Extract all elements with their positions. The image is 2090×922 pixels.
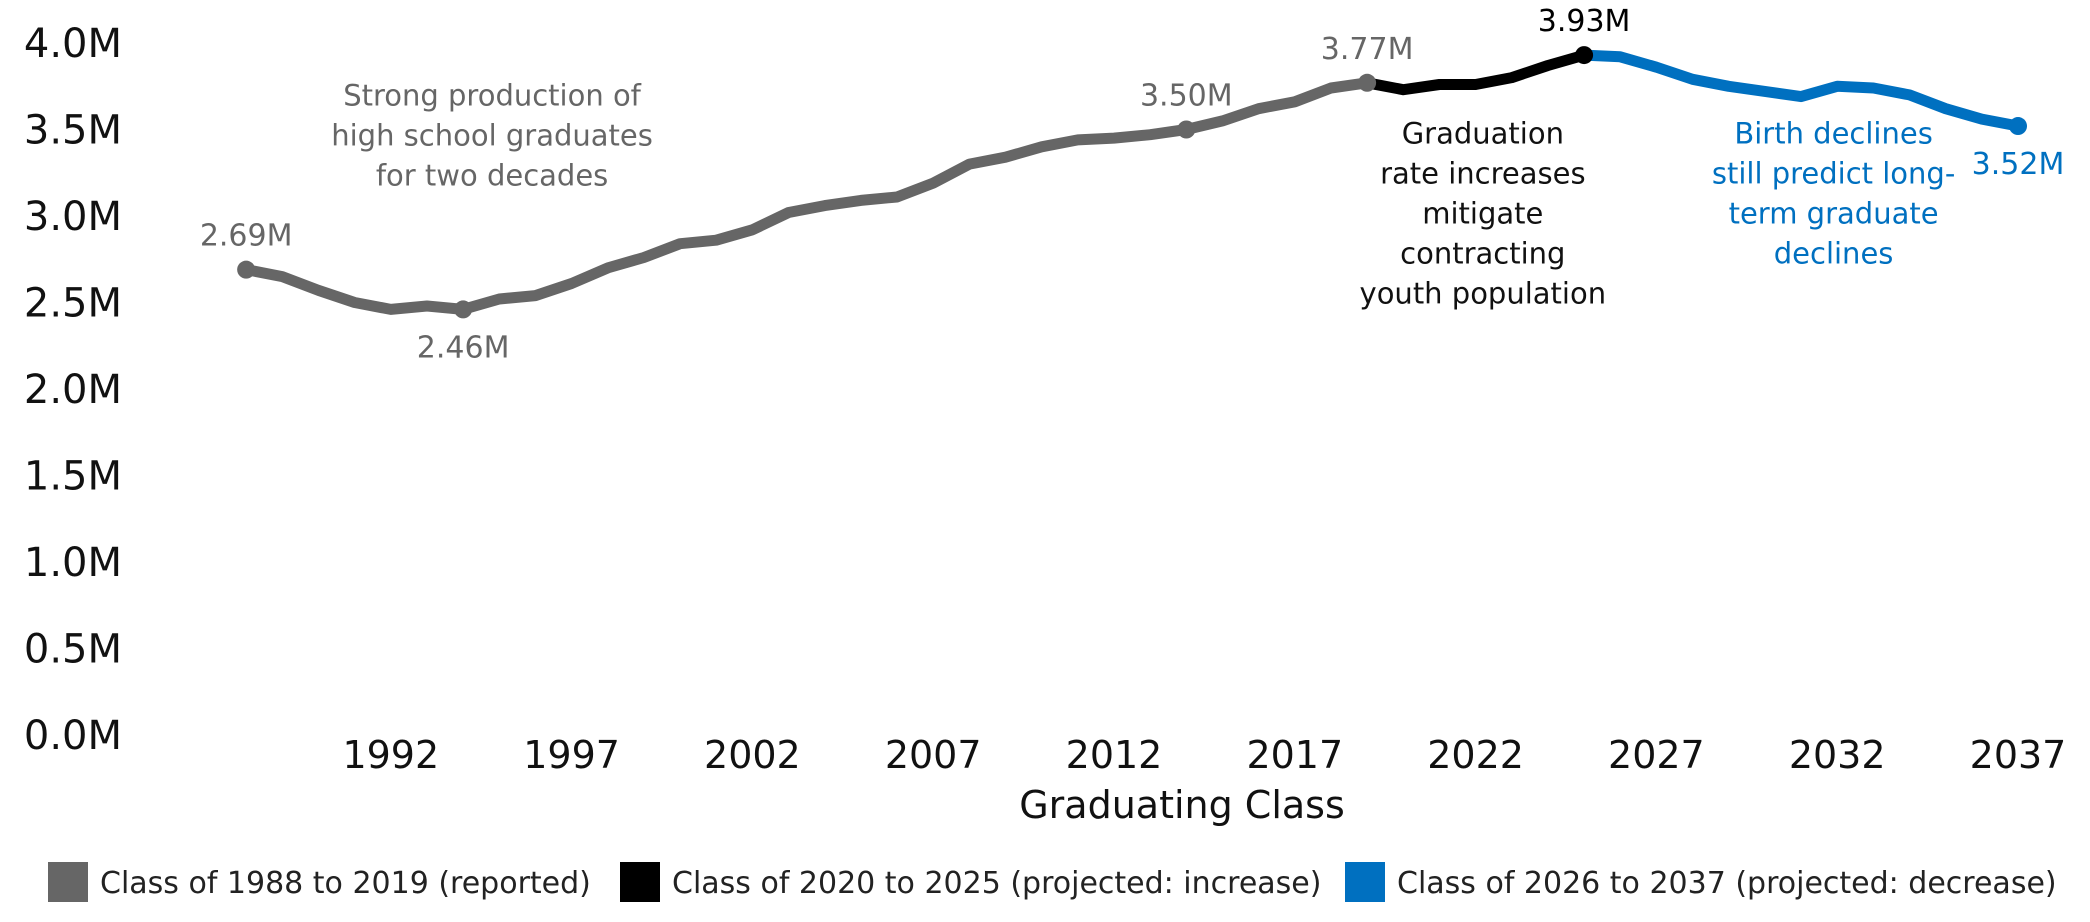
legend-item-1: Class of 1988 to 2019 (reported) [48,862,591,902]
data-label: 3.93M [1538,4,1631,39]
y-tick-label: 2.0M [24,367,122,413]
legend-item-2: Class of 2020 to 2025 (projected: increa… [620,862,1321,902]
legend-swatch [1345,862,1385,902]
data-point-marker [237,260,256,279]
annotation-1: Strong production of high school graduate… [331,78,653,192]
series-line-2 [1361,49,1590,96]
x-tick-label: 2022 [1427,733,1524,777]
y-axis-ticks: 0.0M 0.5M 1.0M 1.5M 2.0M 2.5M 3.0M 3.5M 4.0M [24,21,122,759]
legend-label: Class of 2020 to 2025 (projected: increa… [672,866,1321,901]
annotation-line: rate increases [1380,156,1585,190]
x-tick-label: 2007 [885,733,982,777]
legend: Class of 1988 to 2019 (reported) Class of… [48,862,2057,902]
series-line-3 [1578,49,2024,132]
y-tick-label: 1.0M [24,540,122,586]
data-label: 3.50M [1140,79,1233,114]
y-tick-label: 0.0M [24,713,122,759]
legend-label: Class of 2026 to 2037 (projected: decrea… [1397,866,2057,901]
x-tick-label: 1992 [342,733,439,777]
annotation-line: high school graduates [331,118,653,152]
data-label: 3.77M [1321,32,1414,67]
annotation-line: Graduation [1402,116,1564,150]
x-tick-label: 2032 [1789,733,1886,777]
data-point-marker [454,300,473,319]
x-axis-ticks: 1992 1997 2002 2007 2012 2017 2022 2027 2032 2037 [342,733,2066,777]
y-tick-label: 1.5M [24,454,122,500]
legend-swatch [620,862,660,902]
data-label: 2.46M [417,330,510,365]
y-tick-label: 3.5M [24,108,122,154]
series-line-1 [240,77,1373,315]
data-point-marker [1575,46,1594,65]
y-tick-label: 3.0M [24,194,122,240]
annotation-line: contracting [1400,236,1565,270]
annotation-line: term graduate [1729,196,1939,230]
annotation-line: Strong production of [343,78,641,112]
data-label: 3.52M [1972,147,2065,182]
x-tick-label: 2027 [1608,733,1705,777]
x-tick-label: 2037 [1970,733,2067,777]
legend-item-3: Class of 2026 to 2037 (projected: decrea… [1345,862,2057,902]
annotation-line: still predict long- [1712,156,1955,190]
x-tick-label: 2012 [1066,733,1163,777]
x-tick-label: 1997 [523,733,620,777]
y-tick-label: 0.5M [24,627,122,673]
data-point-marker [2009,117,2027,136]
legend-swatch [48,862,88,902]
annotation-line: for two decades [376,158,608,192]
y-tick-label: 2.5M [24,281,122,327]
data-point-marker [1177,120,1196,139]
data-label: 2.69M [200,219,293,254]
chart-annotations: Strong production of high school graduate… [331,78,1955,310]
data-markers: 2.69M 2.46M 3.50M 3.77M 3.93M 3.52M [200,4,2065,365]
legend-label: Class of 1988 to 2019 (reported) [100,866,591,901]
annotation-line: mitigate [1422,196,1543,230]
annotation-line: youth population [1360,276,1607,310]
data-point-marker [1358,73,1377,92]
annotation-2: Graduation rate increases mitigate contract… [1360,116,1607,310]
x-tick-label: 2002 [704,733,801,777]
x-axis-label: Graduating Class [1019,783,1345,827]
annotation-line: Birth declines [1734,116,1932,150]
x-tick-label: 2017 [1246,733,1343,777]
annotation-3: Birth declines still predict long-term gr… [1712,116,1955,270]
y-tick-label: 4.0M [24,21,122,67]
annotation-line: declines [1774,236,1894,270]
